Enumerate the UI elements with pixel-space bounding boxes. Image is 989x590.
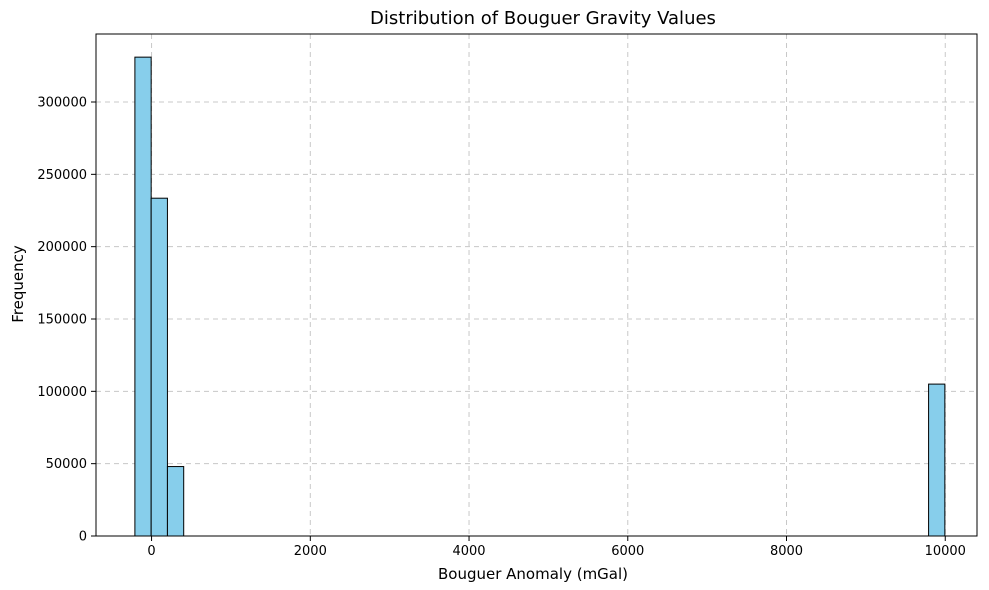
- x-tick-label: 2000: [294, 544, 327, 559]
- y-tick-label: 100000: [37, 385, 87, 400]
- y-tick-label: 50000: [46, 457, 87, 472]
- y-axis-title: Frequency: [9, 245, 27, 323]
- plot-frame: [95, 33, 978, 537]
- histogram-bar: [166, 466, 185, 537]
- bars-layer: [134, 56, 946, 537]
- y-tick-label: 0: [79, 530, 87, 545]
- ticks-layer: 0 2000 4000 6000 8000 10000050000100000150000…: [37, 95, 966, 559]
- y-tick-label: 150000: [37, 312, 87, 327]
- x-tick-label: 8000: [770, 544, 803, 559]
- chart-title: Distribution of Bouguer Gravity Values: [370, 8, 716, 29]
- x-tick-label: 0: [147, 544, 155, 559]
- x-tick-label: 10000: [925, 544, 966, 559]
- histogram-bar: [928, 383, 946, 537]
- y-tick-label: 200000: [37, 240, 87, 255]
- x-tick-label: 4000: [452, 544, 485, 559]
- histogram-bar: [134, 56, 152, 537]
- grid-layer: [96, 34, 977, 537]
- x-axis-title: Bouguer Anomaly (mGal): [438, 565, 628, 583]
- x-tick-label: 6000: [611, 544, 644, 559]
- y-tick-label: 250000: [37, 168, 87, 183]
- histogram-bar: [150, 197, 168, 537]
- y-tick-label: 300000: [37, 95, 87, 110]
